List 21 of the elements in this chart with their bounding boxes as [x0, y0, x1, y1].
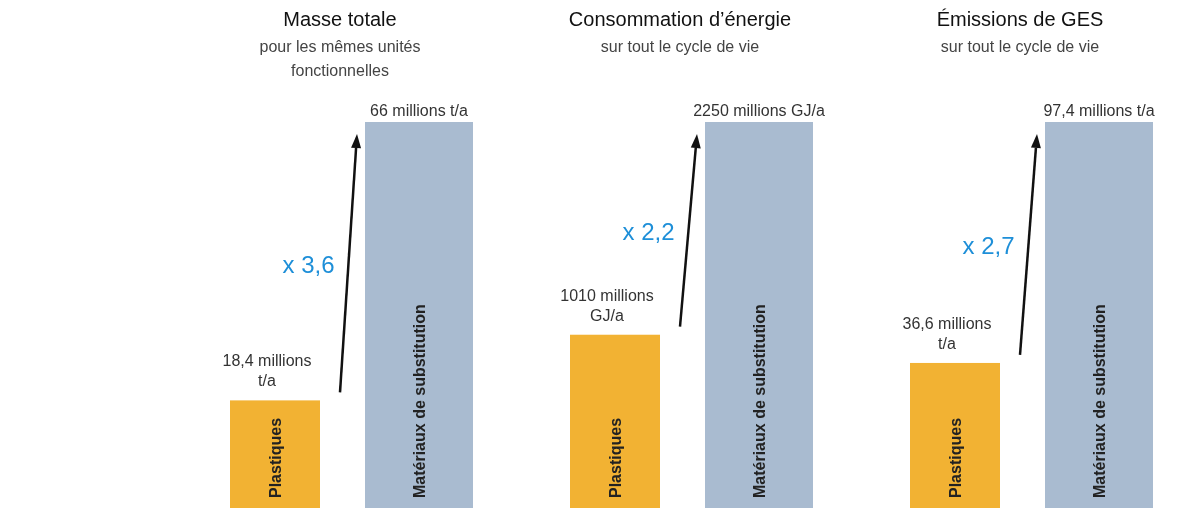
x-tick-label: Plastiques [606, 417, 624, 498]
data-label: 97,4 millions t/a [1043, 102, 1155, 119]
x-tick-label: Matériaux de substitution [1090, 304, 1108, 498]
chart-subtitle: pour les mêmes unités fonctionnelles [259, 38, 421, 79]
data-label: 18,4 millions t/a [222, 352, 312, 390]
chart-title: Consommation d’énergie [568, 8, 792, 30]
chart-subtitle: sur tout le cycle de vie [940, 38, 1100, 55]
annotation: x 2,7 [962, 232, 1015, 260]
data-label: 2250 millions GJ/a [693, 102, 825, 119]
chart-subtitle: sur tout le cycle de vie [600, 38, 760, 55]
chart-title: Masse totale [283, 8, 397, 30]
x-tick-label: Matériaux de substitution [750, 304, 768, 498]
data-label: 36,6 millions t/a [902, 314, 992, 352]
data-label: 66 millions t/a [370, 102, 469, 119]
x-tick-label: Matériaux de substitution [410, 304, 428, 498]
x-tick-label: Plastiques [946, 417, 964, 498]
x-tick-label: Plastiques [266, 417, 284, 498]
data-label: 1010 millions GJ/a [560, 286, 654, 324]
annotation: x 3,6 [282, 251, 335, 279]
annotation: x 2,2 [622, 218, 675, 246]
chart-title: Émissions de GES [936, 8, 1104, 30]
